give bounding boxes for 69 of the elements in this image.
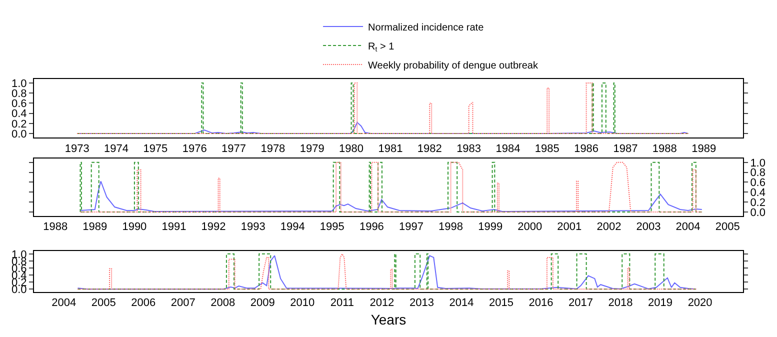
x-tick-label: 1984 <box>496 142 520 155</box>
legend-label: Weekly probability of dengue outbreak <box>368 60 539 72</box>
x-tick-label: 1985 <box>534 142 560 155</box>
y-tick-label: 1.0 <box>750 157 766 170</box>
x-tick-label: 2016 <box>528 297 554 310</box>
x-tick-label: 1994 <box>280 221 305 234</box>
y-tick-label: 0.2 <box>750 196 766 209</box>
x-tick-label: 2012 <box>370 297 394 310</box>
y-tick-label: 0.0 <box>750 206 766 219</box>
x-axis-title: Years <box>370 312 406 328</box>
x-tick-label: 1993 <box>240 221 266 234</box>
x-tick-label: 2013 <box>409 297 434 310</box>
x-tick-label: 1988 <box>652 142 677 155</box>
y-tick-label: 0.8 <box>750 167 766 180</box>
x-tick-label: 2018 <box>608 297 633 310</box>
x-tick-label: 2009 <box>250 297 275 310</box>
x-tick-label: 2004 <box>676 221 700 234</box>
legend-label: R$_{t}$ > 1 <box>368 41 395 54</box>
x-tick-label: 1981 <box>378 142 403 155</box>
line-series <box>80 180 702 212</box>
x-tick-label: 1975 <box>143 142 168 155</box>
x-tick-label: 1978 <box>260 142 286 155</box>
x-tick-label: 2010 <box>290 297 315 310</box>
x-tick-label: 1986 <box>574 142 599 155</box>
x-tick-label: 1999 <box>478 221 503 234</box>
x-tick-label: 1992 <box>201 221 226 234</box>
x-tick-label: 1983 <box>456 142 482 155</box>
x-tick-label: 1982 <box>417 142 442 155</box>
x-tick-label: 1973 <box>64 142 90 155</box>
x-tick-label: 2004 <box>52 297 76 310</box>
y-tick-label: 0.4 <box>12 108 27 120</box>
x-tick-label: 2000 <box>518 221 542 234</box>
y-tick-label: 0.2 <box>12 118 27 130</box>
x-tick-label: 2003 <box>636 221 661 234</box>
x-tick-label: 1980 <box>339 142 364 155</box>
y-tick-label: 1.0 <box>12 78 27 90</box>
x-tick-label: 1989 <box>692 142 716 155</box>
x-tick-label: 2008 <box>210 297 236 310</box>
x-tick-label: 1988 <box>43 221 68 234</box>
x-tick-label: 2020 <box>688 297 712 310</box>
x-tick-label: 2019 <box>648 297 673 310</box>
x-tick-label: 2005 <box>91 297 116 310</box>
x-tick-label: 2011 <box>330 297 354 310</box>
x-tick-label: 2005 <box>715 221 740 234</box>
x-tick-label: 1989 <box>82 221 108 234</box>
x-tick-label: 1991 <box>162 221 186 234</box>
legend-label: Normalized incidence rate <box>368 22 484 34</box>
x-tick-label: 1977 <box>222 142 246 155</box>
x-tick-label: 1974 <box>104 142 128 155</box>
x-tick-label: 1976 <box>182 142 207 155</box>
x-tick-label: 2002 <box>596 221 622 234</box>
x-tick-label: 2015 <box>488 297 514 310</box>
y-tick-label: 0.0 <box>12 128 27 140</box>
x-tick-label: 1998 <box>438 221 464 234</box>
x-tick-label: 1997 <box>399 221 424 234</box>
x-tick-label: 2006 <box>131 297 156 310</box>
x-tick-label: 2017 <box>568 297 593 310</box>
y-tick-label: 0.6 <box>750 177 766 190</box>
x-tick-label: 1990 <box>122 221 147 234</box>
x-tick-label: 1979 <box>300 142 324 155</box>
x-tick-label: 2014 <box>449 297 474 310</box>
y-tick-label: 0.4 <box>750 187 766 200</box>
x-tick-label: 1987 <box>613 142 638 155</box>
x-tick-label: 1995 <box>320 221 344 234</box>
x-tick-label: 2007 <box>170 297 196 310</box>
x-tick-label: 1996 <box>359 221 384 234</box>
x-tick-label: 2001 <box>557 221 582 234</box>
y-tick-label: 0.8 <box>12 88 27 100</box>
y-tick-label: 0.6 <box>12 98 27 110</box>
